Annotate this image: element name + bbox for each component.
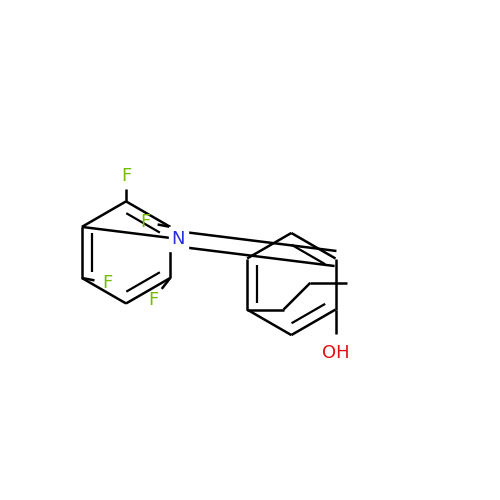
Text: F: F bbox=[148, 291, 158, 309]
Text: OH: OH bbox=[322, 344, 349, 362]
Text: F: F bbox=[140, 213, 150, 231]
Text: N: N bbox=[172, 230, 185, 248]
Text: F: F bbox=[102, 274, 112, 292]
Text: F: F bbox=[121, 167, 131, 185]
